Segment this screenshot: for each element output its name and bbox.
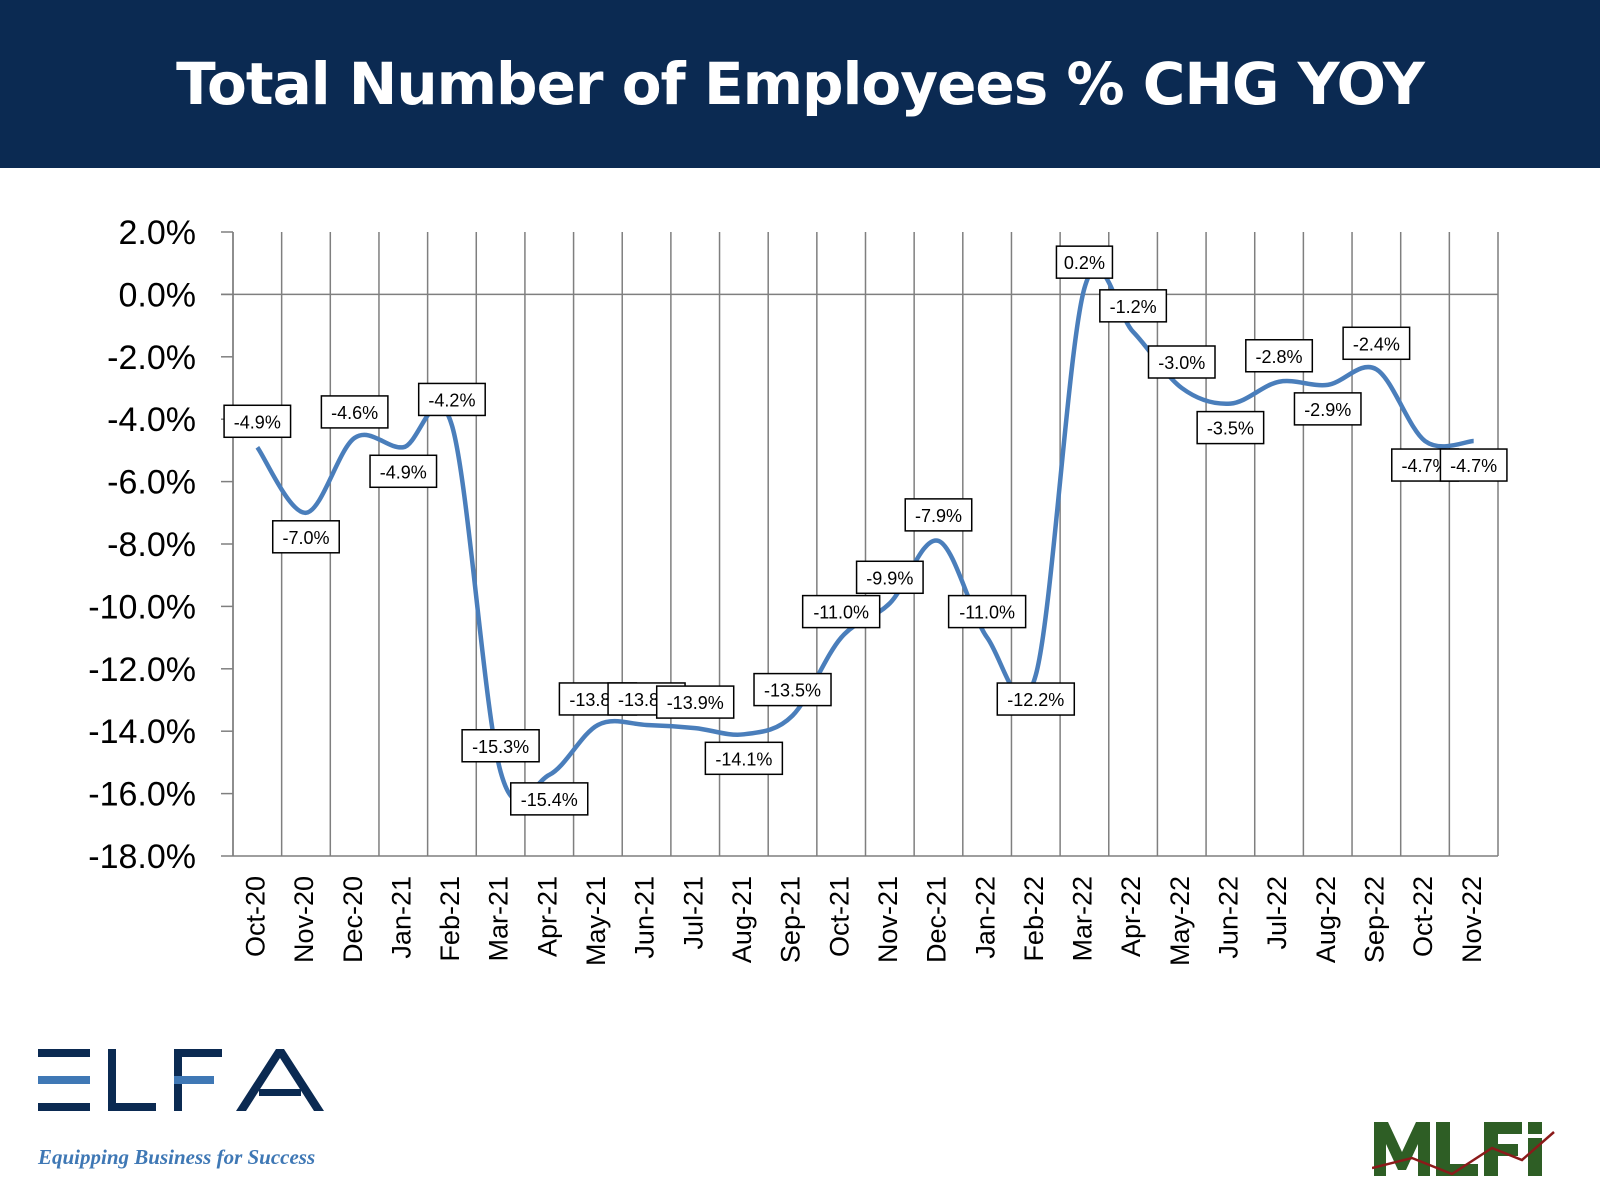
data-label-box [1342,326,1411,361]
x-tick-label: Oct-20 [240,876,270,957]
x-tick-label: Dec-20 [338,876,368,963]
data-label-box [1439,448,1508,482]
data-label-box [947,594,1027,629]
x-tick-label: Feb-22 [1019,876,1049,962]
data-label: -2.4% [1353,334,1400,354]
data-label-box [855,560,924,595]
data-label-box [320,395,389,429]
mlfi-logo [1372,1122,1555,1176]
elfa-logo [38,1049,324,1111]
header-banner: Total Number of Employees % CHG YOY [0,0,1600,168]
data-label: -4.7% [1450,456,1497,476]
y-tick-label: -10.0% [88,588,196,626]
x-tick-label: Nov-22 [1457,876,1487,963]
data-label: -13.5% [764,681,821,701]
elfa-tagline: Equipping Business for Success [38,1145,316,1169]
data-label-box [1099,289,1168,323]
x-tick-label: Sep-21 [776,876,806,963]
data-label-box [904,498,973,532]
data-label: -4.7% [1402,456,1449,476]
data-label-box [655,685,735,719]
y-tick-label: -4.0% [107,401,196,439]
data-label: -14.1% [715,749,772,769]
data-label: -4.9% [380,462,427,482]
data-label-box [1147,345,1216,379]
x-tick-label: Jul-22 [1262,876,1292,950]
x-tick-label: Nov-20 [289,876,319,963]
y-tick-label: -2.0% [107,339,196,377]
x-tick-label: Oct-21 [824,876,854,957]
y-tick-label: -16.0% [88,776,196,814]
y-tick-label: -18.0% [88,838,196,876]
x-tick-label: Oct-22 [1408,876,1438,957]
x-tick-label: Dec-21 [922,876,952,963]
data-label: -1.2% [1110,297,1157,317]
x-tick-label: Mar-21 [484,876,514,962]
data-label-box [1245,339,1314,373]
x-tick-label: Apr-22 [1116,876,1146,957]
data-label: -3.5% [1207,419,1254,439]
data-label: -7.9% [915,506,962,526]
x-tick-label: May-22 [1165,876,1195,966]
data-label: -12.2% [1007,690,1064,710]
x-tick-label: Jun-22 [1214,876,1244,959]
data-label: -11.0% [813,603,869,623]
data-label-box [704,741,784,776]
data-label: -15.3% [472,737,529,757]
data-label: 0.2% [1064,253,1105,273]
x-tick-label: Jan-21 [386,876,416,959]
x-tick-label: Mar-22 [1068,876,1098,962]
y-tick-label: -6.0% [107,464,196,502]
x-tick-label: Apr-21 [532,876,562,957]
data-label-box [223,404,292,439]
data-label-box [1055,245,1114,279]
data-label: -7.0% [282,528,329,548]
data-label-box [417,382,486,417]
page-title: Total Number of Employees % CHG YOY [176,50,1425,118]
data-label-box [753,672,832,707]
data-label-box [271,520,340,554]
data-label: -4.2% [428,390,475,410]
x-tick-label: Jul-21 [678,876,708,950]
x-tick-label: Aug-22 [1311,876,1341,963]
data-label: -4.6% [331,403,378,423]
data-label: -13.9% [667,693,724,713]
x-tick-label: Feb-21 [435,876,465,962]
data-label-box [461,729,540,763]
x-tick-label: Sep-22 [1359,876,1389,963]
data-label-box [801,594,881,629]
data-label: -15.4% [521,790,578,810]
data-label: -9.9% [866,568,913,588]
data-label-box [996,682,1076,716]
y-tick-label: -8.0% [107,526,196,564]
data-label: -3.0% [1158,353,1205,373]
data-label: -11.0% [959,603,1015,623]
data-label-box [369,454,438,489]
x-tick-label: Nov-21 [873,876,903,963]
y-tick-label: 2.0% [119,214,197,252]
y-tick-label: -12.0% [88,651,196,689]
x-tick-label: May-21 [581,876,611,966]
data-label: -4.9% [234,412,281,432]
data-label: -2.8% [1256,347,1303,367]
y-tick-label: -14.0% [88,713,196,751]
data-label: -2.9% [1304,400,1351,420]
data-label-box [510,782,589,816]
line-chart: 2.0% 0.0% -2.0% -4.0% -6.0% -8.0% -10.0% -12.0%… [88,214,1508,966]
y-tick-label: 0.0% [119,276,197,314]
x-tick-label: Jan-22 [970,876,1000,959]
data-label-box [1196,410,1265,445]
x-tick-label: Aug-21 [727,876,757,963]
x-tick-label: Jun-21 [630,876,660,959]
data-label-box [1293,392,1362,426]
